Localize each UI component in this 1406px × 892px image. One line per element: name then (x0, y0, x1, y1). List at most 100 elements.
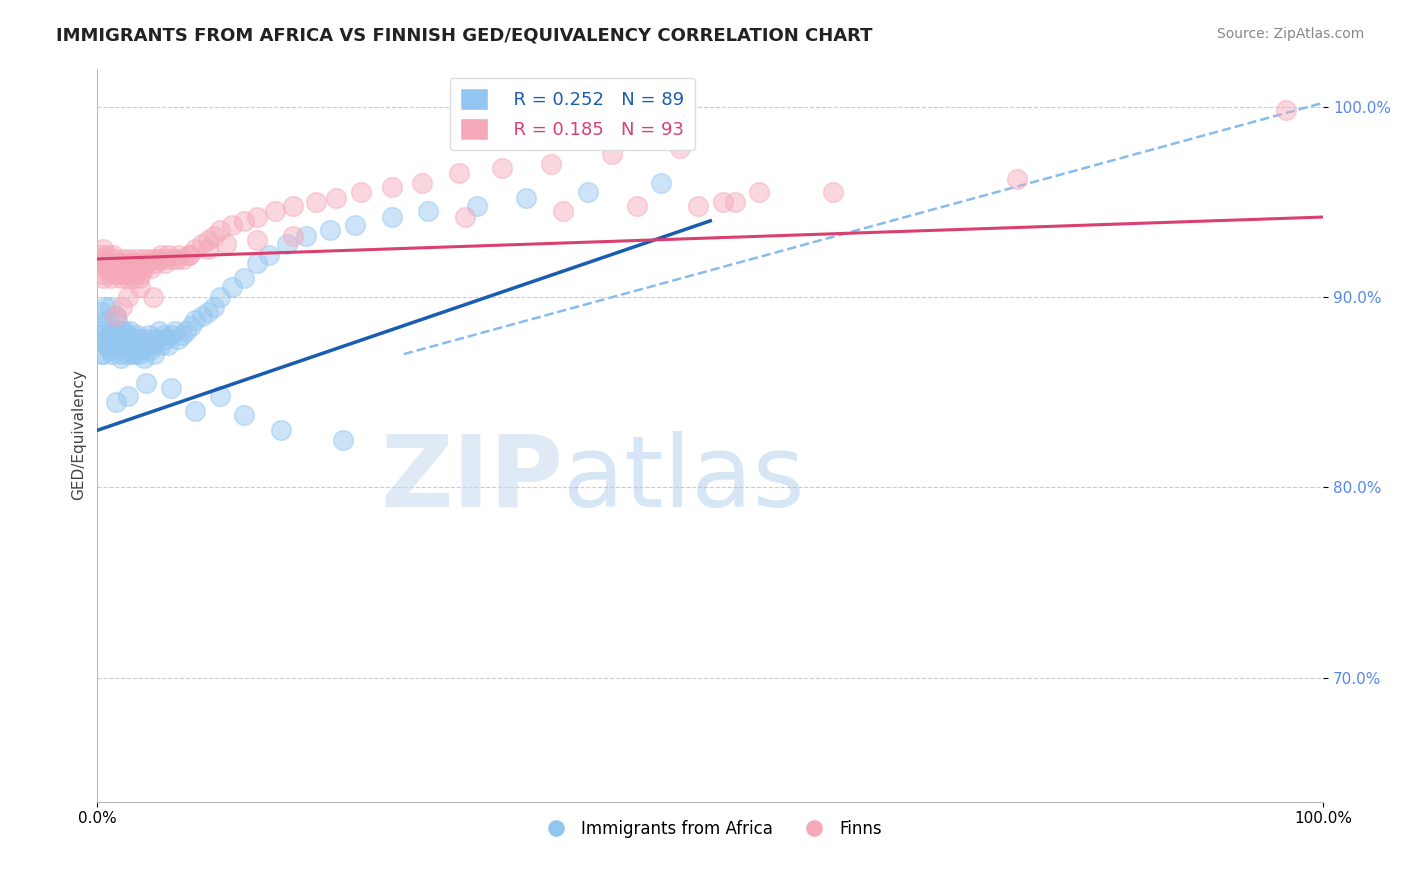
Point (163, 324, 186, 338)
Point (120, 324, 142, 338)
Point (110, 271, 132, 285)
Point (246, 210, 269, 224)
Point (103, 248, 125, 262)
Point (233, 408, 256, 422)
Point (103, 332, 125, 346)
Text: IMMIGRANTS FROM AFRICA VS FINNISH GED/EQUIVALENCY CORRELATION CHART: IMMIGRANTS FROM AFRICA VS FINNISH GED/EQ… (56, 27, 873, 45)
Point (148, 252, 170, 266)
Point (93, 347, 115, 361)
Point (111, 256, 134, 270)
Point (724, 194, 747, 209)
Point (93, 252, 115, 266)
Point (96, 313, 118, 327)
Point (150, 337, 173, 351)
Point (111, 324, 134, 338)
Point (122, 256, 145, 270)
Point (114, 261, 136, 276)
Point (118, 337, 141, 351)
Point (111, 300, 134, 314)
Point (172, 252, 194, 266)
Point (125, 252, 148, 266)
Point (94, 337, 117, 351)
Point (270, 423, 292, 437)
Point (112, 252, 135, 266)
Point (1275, 103, 1298, 118)
Point (117, 389, 139, 403)
Point (128, 347, 150, 361)
Point (411, 176, 433, 190)
Y-axis label: GED/Equivalency: GED/Equivalency (72, 369, 86, 500)
Point (150, 248, 173, 262)
Point (101, 256, 124, 270)
Point (122, 271, 145, 285)
Point (97, 337, 120, 351)
Point (108, 337, 131, 351)
Point (89, 256, 111, 270)
Point (94, 261, 117, 276)
Point (190, 309, 212, 323)
Point (162, 252, 184, 266)
Point (93, 318, 115, 333)
Point (197, 243, 219, 257)
Point (142, 347, 165, 361)
Point (179, 248, 201, 262)
Text: Source: ZipAtlas.com: Source: ZipAtlas.com (1216, 27, 1364, 41)
Text: atlas: atlas (564, 431, 804, 527)
Point (152, 328, 174, 343)
Point (112, 324, 135, 338)
Point (89, 328, 111, 343)
Point (115, 271, 138, 285)
Point (91, 347, 114, 361)
Point (132, 337, 155, 351)
Point (103, 261, 125, 276)
Point (184, 243, 207, 257)
Point (748, 186, 770, 200)
Point (117, 290, 139, 304)
Point (141, 290, 163, 304)
Point (100, 271, 122, 285)
Point (141, 337, 163, 351)
Point (105, 313, 128, 327)
Point (208, 223, 231, 237)
Point (101, 347, 124, 361)
Point (117, 328, 139, 343)
Point (127, 337, 149, 351)
Point (93, 271, 115, 285)
Point (145, 332, 167, 346)
Point (166, 252, 188, 266)
Point (104, 337, 127, 351)
Point (108, 261, 131, 276)
Point (332, 433, 354, 447)
Point (90, 305, 112, 319)
Point (93, 300, 115, 314)
Point (319, 223, 342, 237)
Point (104, 394, 127, 409)
Point (221, 218, 243, 232)
Point (626, 199, 648, 213)
Point (283, 229, 305, 244)
Point (103, 324, 125, 338)
Point (283, 199, 305, 213)
Point (184, 404, 207, 418)
Point (135, 332, 157, 346)
Point (104, 309, 127, 323)
Point (650, 176, 672, 190)
Point (576, 186, 599, 200)
Point (96, 248, 118, 262)
Point (343, 218, 366, 232)
Point (553, 204, 575, 219)
Point (350, 186, 373, 200)
Text: ZIP: ZIP (381, 431, 564, 527)
Point (90, 248, 112, 262)
Point (94, 324, 117, 338)
Point (125, 328, 148, 343)
Point (129, 280, 152, 294)
Point (132, 252, 155, 266)
Point (221, 280, 243, 294)
Point (120, 252, 142, 266)
Point (170, 328, 193, 343)
Point (131, 267, 153, 281)
Point (121, 347, 143, 361)
Point (467, 199, 489, 213)
Point (447, 166, 470, 180)
